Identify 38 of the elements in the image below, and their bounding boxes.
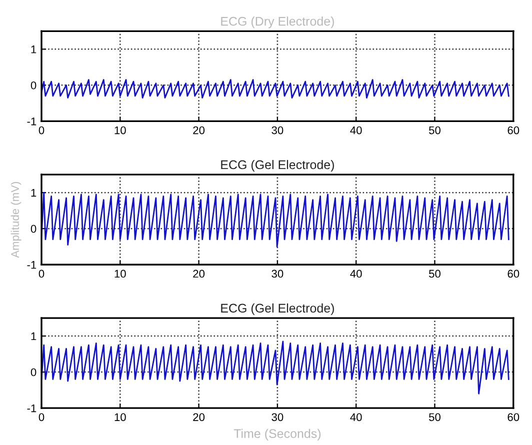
line-series — [41, 192, 510, 248]
y-tick-label: -1 — [27, 118, 36, 126]
y-tick-label: 1 — [31, 188, 36, 197]
x-tick-label: 40 — [350, 126, 362, 134]
x-tick-label: 20 — [193, 270, 205, 278]
x-tick-label: 60 — [508, 413, 520, 422]
y-tick-label: -1 — [27, 404, 36, 412]
x-axis-title: Time (Seconds) — [234, 428, 321, 440]
x-tick-label: 20 — [193, 413, 205, 422]
x-tick-label: 0 — [38, 270, 44, 278]
x-tick-label: 0 — [38, 126, 44, 134]
x-tick-label: 10 — [114, 126, 126, 134]
line-series — [41, 340, 510, 394]
x-tick-label: 0 — [38, 413, 44, 422]
chart-title: ECG (Gel Electrode) — [221, 303, 334, 316]
line-series — [41, 79, 510, 98]
chart-title: ECG (Dry Electrode) — [221, 16, 334, 28]
y-tick-label: 0 — [30, 224, 36, 233]
y-tick-label: -1 — [27, 261, 36, 269]
x-tick-label: 60 — [508, 270, 520, 278]
x-tick-label: 40 — [350, 270, 362, 278]
y-tick-label: 0 — [30, 81, 36, 90]
y-axis-title: Amplitude (mV) — [10, 182, 22, 258]
x-tick-label: 30 — [272, 270, 284, 278]
x-tick-label: 30 — [272, 413, 284, 422]
y-tick-label: 1 — [31, 46, 36, 54]
x-tick-label: 10 — [114, 270, 126, 278]
x-tick-label: 60 — [508, 126, 520, 134]
x-tick-label: 40 — [350, 413, 362, 422]
x-tick-label: 30 — [272, 126, 284, 134]
chart-title: ECG (Gel Electrode) — [221, 160, 334, 172]
x-tick-label: 20 — [193, 126, 205, 134]
y-tick-label: 1 — [31, 332, 36, 340]
x-tick-label: 50 — [429, 126, 440, 134]
x-tick-label: 50 — [429, 270, 440, 278]
y-tick-label: 0 — [30, 368, 36, 376]
x-tick-label: 10 — [114, 413, 126, 422]
x-tick-label: 50 — [429, 413, 440, 422]
